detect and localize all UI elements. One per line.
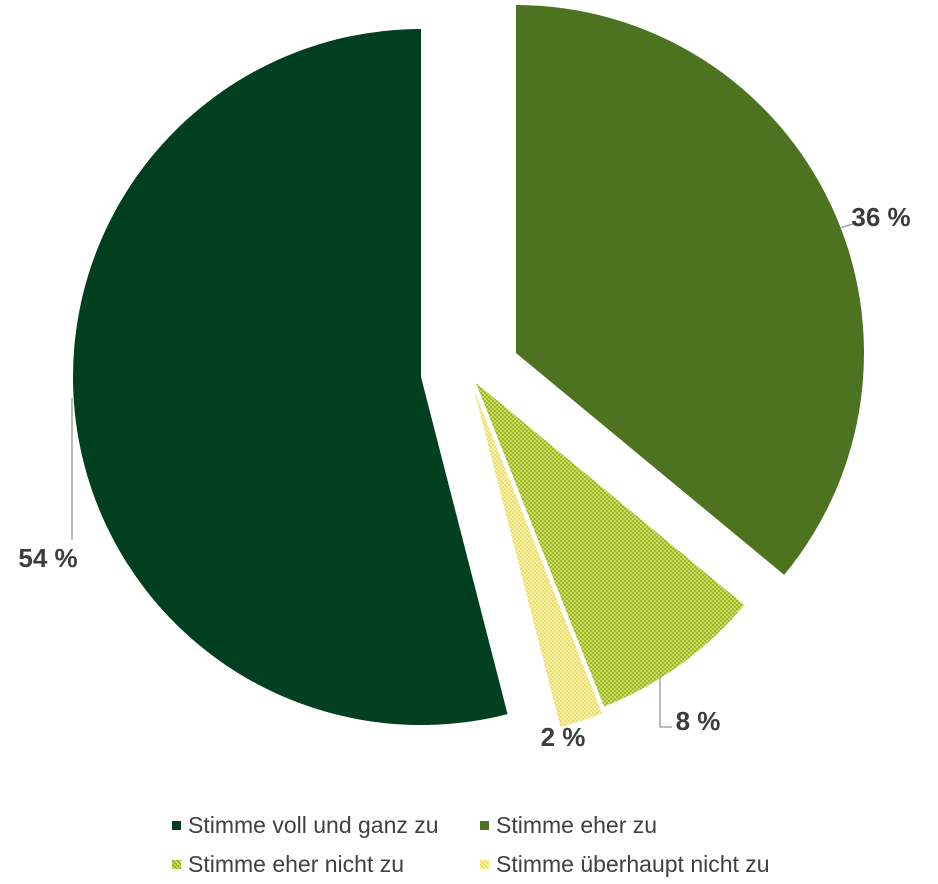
legend-label: Stimme eher zu [496, 812, 658, 838]
data-label-stimme-voll-und-ganz-zu: 54 % [18, 543, 77, 573]
leader-line-stimme-eher-nicht-zu [659, 673, 672, 728]
legend-item-stimme-ueberhaupt-nicht-zu: Stimme überhaupt nicht zu [480, 851, 810, 878]
legend-swatch-stimme-eher-nicht-zu [172, 860, 181, 869]
legend: Stimme voll und ganz zu Stimme eher zu Sti… [172, 812, 852, 878]
legend-item-stimme-voll-und-ganz-zu: Stimme voll und ganz zu [172, 812, 480, 839]
legend-label: Stimme eher nicht zu [188, 851, 405, 877]
legend-label: Stimme überhaupt nicht zu [496, 851, 770, 877]
legend-swatch-stimme-voll-und-ganz-zu [172, 821, 181, 830]
legend-swatch-stimme-eher-zu [480, 821, 489, 830]
pie-slice-stimme-ueberhaupt-nicht-zu [474, 390, 603, 728]
pie-slice-stimme-eher-nicht-zu [476, 383, 745, 707]
legend-swatch-stimme-ueberhaupt-nicht-zu [480, 860, 489, 869]
data-label-stimme-ueberhaupt-nicht-zu: 2 % [541, 722, 586, 752]
pie-slice-stimme-voll-und-ganz-zu [73, 29, 508, 726]
legend-label: Stimme voll und ganz zu [188, 812, 439, 838]
legend-item-stimme-eher-nicht-zu: Stimme eher nicht zu [172, 851, 480, 878]
data-label-stimme-eher-zu: 36 % [851, 202, 910, 232]
legend-item-stimme-eher-zu: Stimme eher zu [480, 812, 810, 839]
data-label-stimme-eher-nicht-zu: 8 % [676, 706, 721, 736]
leader-line-stimme-eher-zu [839, 222, 857, 229]
pie-slice-stimme-eher-zu [516, 5, 864, 575]
